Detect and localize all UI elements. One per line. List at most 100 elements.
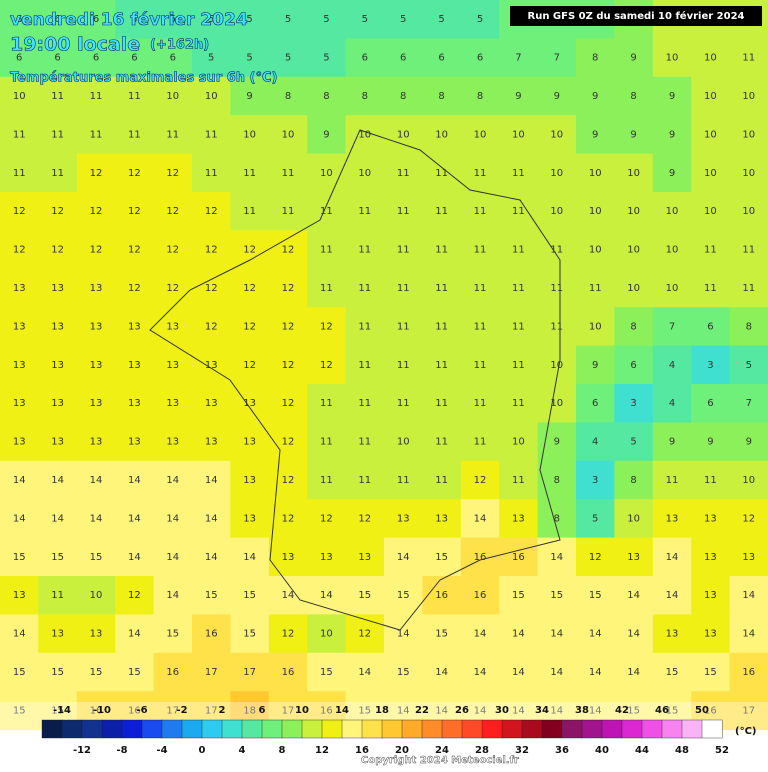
temperature-value: 11 (320, 398, 333, 409)
temperature-cell (115, 230, 155, 270)
temperature-value: 9 (746, 437, 752, 448)
temperature-value: 13 (704, 513, 717, 524)
temperature-cell (153, 422, 193, 462)
temperature-cell (384, 307, 423, 347)
temperature-value: 14 (550, 629, 563, 640)
temperature-cell (576, 230, 615, 270)
temperature-cell (0, 499, 39, 539)
temperature-value: 12 (205, 245, 218, 256)
temperature-cell (422, 192, 462, 231)
temperature-cell (691, 537, 731, 577)
temperature-value: 12 (51, 206, 64, 217)
temperature-value: 16 (205, 629, 218, 640)
temperature-cell (499, 76, 539, 116)
temperature-cell (153, 384, 193, 423)
temperature-cell (268, 422, 308, 462)
temperature-value: 11 (397, 245, 410, 256)
temperature-value: 14 (128, 629, 141, 640)
temperature-value: 14 (397, 705, 410, 716)
temperature-value: 14 (627, 667, 640, 678)
temperature-value: 10 (742, 206, 755, 217)
legend-tick-label: 48 (675, 745, 689, 756)
temperature-cell (76, 0, 116, 39)
temperature-value: 5 (323, 14, 329, 25)
temperature-cell (0, 115, 39, 155)
temperature-value: 10 (627, 206, 640, 217)
temperature-cell (115, 652, 155, 692)
temperature-value: 12 (282, 513, 295, 524)
temperature-value: 6 (400, 53, 406, 64)
temperature-cell (0, 153, 39, 193)
temperature-value: 10 (243, 129, 256, 140)
temperature-value: 13 (627, 552, 640, 563)
temperature-cell (537, 76, 577, 116)
temperature-cell (499, 307, 539, 347)
temperature-cell (537, 153, 577, 193)
temperature-cell (652, 345, 692, 385)
temperature-cell (652, 230, 692, 270)
temperature-value: 5 (362, 14, 368, 25)
legend-tick-label: -12 (73, 745, 91, 756)
temperature-cell (0, 0, 39, 39)
temperature-value: 11 (397, 168, 410, 179)
temperature-value: 11 (435, 321, 448, 332)
temperature-value: 14 (166, 475, 179, 486)
temperature-value: 15 (666, 705, 679, 716)
legend-tick-label: 8 (279, 745, 286, 756)
temperature-cell (537, 576, 577, 615)
temperature-value: 15 (51, 667, 64, 678)
temperature-cell (307, 230, 347, 270)
temperature-value: 11 (474, 437, 487, 448)
temperature-cell (230, 537, 270, 577)
temperature-cell (614, 422, 654, 462)
temperature-cell (729, 691, 768, 731)
temperature-value: 16 (128, 705, 141, 716)
temperature-cell (691, 422, 731, 462)
temperature-cell (192, 384, 231, 423)
temperature-cell (0, 38, 39, 78)
temperature-value: 14 (397, 552, 410, 563)
temperature-value: 11 (666, 475, 679, 486)
temperature-cell (268, 307, 308, 347)
temperature-value: 11 (90, 129, 103, 140)
temperature-value: 12 (51, 245, 64, 256)
temperature-value: 10 (90, 590, 103, 601)
temperature-value: 14 (589, 705, 602, 716)
temperature-cell (460, 422, 500, 462)
temperature-value: 9 (554, 91, 560, 102)
temperature-cell (76, 345, 116, 385)
temperature-cell (38, 115, 78, 155)
temperature-value: 5 (208, 14, 214, 25)
temperature-cell (729, 307, 768, 347)
temperature-value: 11 (589, 283, 602, 294)
temperature-value: 6 (362, 53, 368, 64)
temperature-value: 11 (550, 321, 563, 332)
temperature-value: 11 (397, 283, 410, 294)
temperature-cell (192, 460, 231, 500)
legend-tick-label: 34 (535, 705, 549, 716)
temperature-value: 11 (512, 168, 525, 179)
temperature-value: 11 (512, 283, 525, 294)
temperature-cell (76, 230, 116, 270)
temperature-cell (460, 76, 500, 116)
temperature-value: 11 (742, 283, 755, 294)
temperature-value: 11 (320, 437, 333, 448)
temperature-cell (192, 652, 231, 692)
temperature-value: 10 (397, 129, 410, 140)
temperature-cell (192, 614, 231, 654)
temperature-cell (384, 268, 423, 308)
temperature-value: 10 (742, 475, 755, 486)
temperature-value: 6 (707, 398, 713, 409)
temperature-cell (76, 576, 116, 615)
temperature-cell (230, 268, 270, 308)
temperature-value: 10 (282, 129, 295, 140)
temperature-value: 11 (435, 245, 448, 256)
temperature-cell (192, 153, 231, 193)
temperature-value: 8 (592, 53, 598, 64)
temperature-cell (38, 307, 78, 347)
temperature-cell (230, 192, 270, 231)
temperature-cell (422, 76, 462, 116)
temperature-cell (115, 76, 155, 116)
temperature-value: 15 (550, 590, 563, 601)
temperature-cell (691, 115, 731, 155)
